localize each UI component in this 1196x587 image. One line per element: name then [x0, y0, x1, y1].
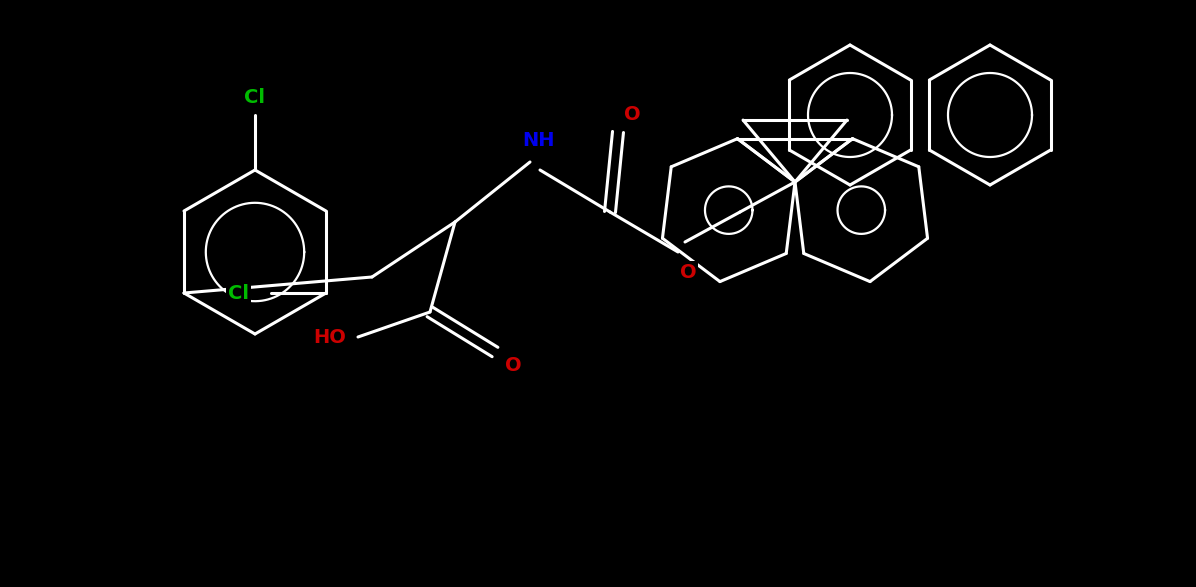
Text: Cl: Cl: [244, 87, 266, 106]
Text: O: O: [505, 356, 521, 375]
Text: NH: NH: [521, 130, 554, 150]
Text: Cl: Cl: [228, 284, 249, 302]
Text: O: O: [623, 104, 640, 123]
Text: HO: HO: [313, 328, 346, 346]
Text: O: O: [679, 262, 696, 282]
